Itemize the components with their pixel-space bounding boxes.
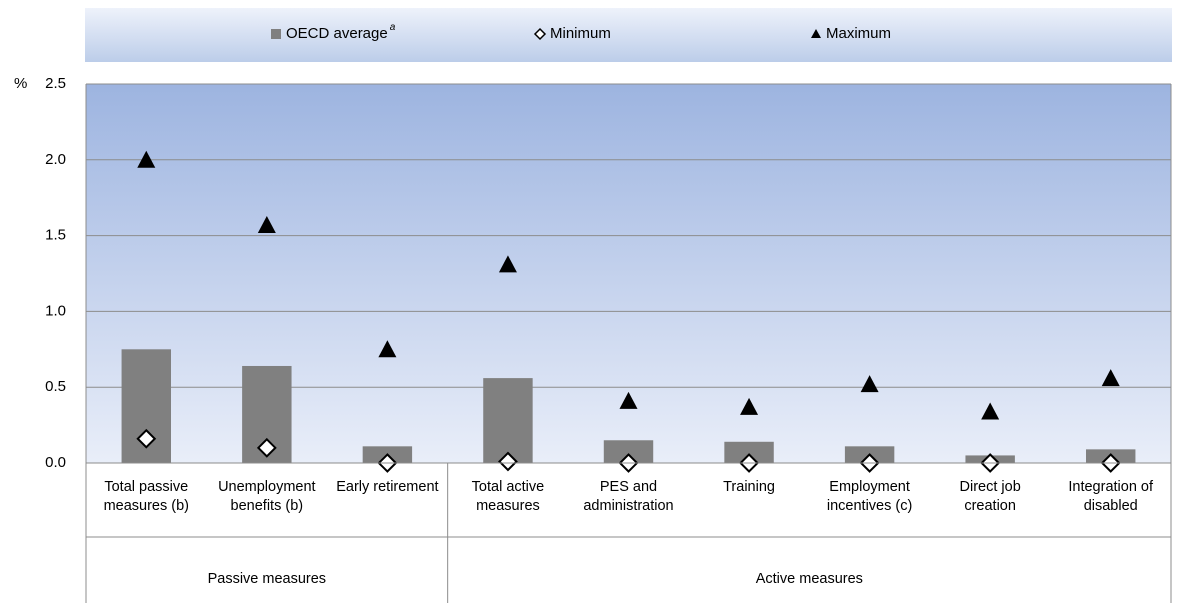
y-unit: % xyxy=(14,75,27,92)
bar xyxy=(603,440,654,463)
max-marker xyxy=(619,391,638,409)
group-label: Active measures xyxy=(756,571,863,587)
x-tick-label: Early retirement xyxy=(336,479,439,495)
legend-note: a xyxy=(390,22,396,33)
legend-label: Maximum xyxy=(826,25,891,42)
x-tick-label: Direct job creation xyxy=(959,479,1021,514)
min-marker xyxy=(498,451,518,472)
legend-swatch xyxy=(533,27,547,41)
min-marker xyxy=(256,437,277,458)
max-marker xyxy=(740,397,759,415)
y-tick-label: 1.5 xyxy=(45,227,66,244)
y-tick-label: 0.5 xyxy=(45,378,66,395)
max-marker xyxy=(860,375,879,393)
x-tick-label: Total active measures xyxy=(471,479,545,514)
x-tick-label: Unemployment benefits (b) xyxy=(218,479,316,514)
legend-label-text: OECD average xyxy=(286,25,388,42)
legend-label-text: Minimum xyxy=(550,25,611,42)
x-tick-label: PES and administration xyxy=(583,479,674,514)
x-tick-label: Integration of disabled xyxy=(1068,479,1154,514)
group-label: Passive measures xyxy=(208,571,326,587)
legend-band xyxy=(85,8,1172,62)
legend-label: Minimum xyxy=(550,25,611,42)
legend-label: OECD average a xyxy=(286,22,396,42)
bar xyxy=(724,441,774,463)
x-tick-label: Training xyxy=(723,479,775,495)
max-marker xyxy=(981,402,1000,420)
max-marker xyxy=(378,340,397,358)
max-marker xyxy=(498,255,517,273)
min-marker xyxy=(136,428,157,449)
max-marker xyxy=(257,215,276,233)
bar xyxy=(483,378,533,463)
legend-swatch xyxy=(811,29,821,38)
y-tick-label: 1.0 xyxy=(45,302,66,319)
y-tick-label: 2.0 xyxy=(45,151,66,168)
y-tick-label: 2.5 xyxy=(45,75,66,92)
max-marker xyxy=(137,150,156,168)
x-tick-label: Employment incentives (c) xyxy=(826,479,913,514)
max-marker xyxy=(1101,369,1120,387)
legend-swatch xyxy=(271,29,281,39)
legend-label-text: Maximum xyxy=(826,25,891,42)
x-tick-label: Total passive measures (b) xyxy=(103,479,189,514)
y-tick-label: 0.0 xyxy=(45,454,66,471)
